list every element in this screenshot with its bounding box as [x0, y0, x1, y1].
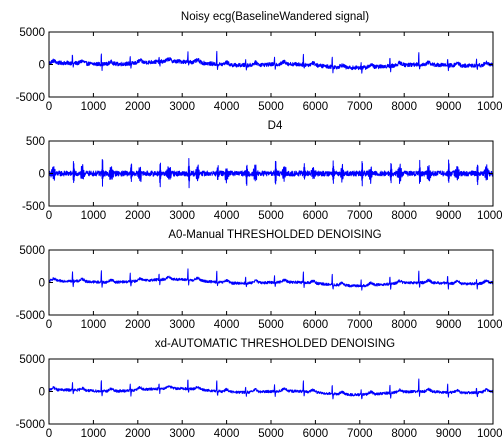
y-tick-label: 0 [39, 60, 45, 72]
x-tick-label: 4000 [214, 428, 240, 440]
x-tick-label: 3000 [169, 101, 195, 113]
ecg-series-line [49, 158, 493, 189]
x-tick-label: 1000 [81, 101, 107, 113]
x-tick-label: 7000 [347, 210, 373, 222]
x-tick-label: 0 [46, 319, 52, 331]
x-tick-label: 1000 [81, 210, 107, 222]
y-tick-label: -500 [22, 201, 45, 213]
y-tick-label: 0 [39, 387, 45, 399]
x-tick-label: 1000 [81, 428, 107, 440]
x-tick-label: 6000 [303, 428, 329, 440]
y-tick-label: -5000 [16, 310, 45, 322]
y-tick-label: -5000 [16, 419, 45, 431]
x-tick-label: 8000 [391, 210, 417, 222]
y-tick-label: 5000 [19, 27, 45, 39]
x-tick-label: 9000 [436, 428, 462, 440]
subplot-title: A0-Manual THRESHOLDED DENOISING [168, 229, 381, 241]
x-tick-label: 6000 [303, 210, 329, 222]
x-tick-label: 0 [46, 428, 52, 440]
x-tick-label: 9000 [436, 101, 462, 113]
x-tick-label: 6000 [303, 101, 329, 113]
subplot-title: xd-AUTOMATIC THRESHOLDED DENOISING [155, 338, 395, 350]
x-tick-label: 6000 [303, 319, 329, 331]
x-tick-label: 4000 [214, 101, 240, 113]
x-tick-label: 5000 [258, 319, 284, 331]
x-tick-label: 8000 [391, 101, 417, 113]
x-tick-label: 10000 [477, 210, 502, 222]
x-tick-label: 7000 [347, 319, 373, 331]
subplot-manual-denoising: A0-Manual THRESHOLDED DENOISING 0 1000 200… [16, 229, 502, 331]
x-tick-label: 7000 [347, 428, 373, 440]
subplot-title: D4 [268, 120, 283, 132]
x-tick-label: 3000 [169, 319, 195, 331]
x-tick-label: 8000 [391, 319, 417, 331]
x-tick-label: 2000 [125, 319, 151, 331]
subplot-title: Noisy ecg(BaselineWandered signal) [181, 11, 369, 23]
x-tick-label: 1000 [81, 319, 107, 331]
ecg-series-line [49, 50, 493, 74]
x-tick-label: 5000 [258, 210, 284, 222]
x-tick-label: 10000 [477, 319, 502, 331]
x-tick-label: 5000 [258, 428, 284, 440]
x-tick-label: 2000 [125, 210, 151, 222]
x-tick-label: 3000 [169, 210, 195, 222]
x-tick-label: 4000 [214, 319, 240, 331]
x-tick-label: 10000 [477, 428, 502, 440]
x-tick-label: 7000 [347, 101, 373, 113]
y-tick-label: -5000 [16, 92, 45, 104]
x-tick-label: 0 [46, 101, 52, 113]
ecg-series-line [49, 378, 493, 400]
y-tick-label: 0 [39, 278, 45, 290]
subplot-automatic-denoising: xd-AUTOMATIC THRESHOLDED DENOISING 0 1000… [16, 338, 502, 440]
x-tick-label: 3000 [169, 428, 195, 440]
x-tick-label: 4000 [214, 210, 240, 222]
x-tick-label: 2000 [125, 101, 151, 113]
x-tick-label: 9000 [436, 210, 462, 222]
x-tick-label: 2000 [125, 428, 151, 440]
ecg-series-line [49, 268, 493, 291]
x-tick-label: 10000 [477, 101, 502, 113]
subplot-d4: D4 0 1000 2000 3000 4000 5000 6000 7000 8000 9000… [22, 120, 502, 222]
x-tick-label: 9000 [436, 319, 462, 331]
y-tick-label: 5000 [19, 245, 45, 257]
x-tick-label: 0 [46, 210, 52, 222]
x-tick-label: 5000 [258, 101, 284, 113]
subplot-noisy-ecg: Noisy ecg(BaselineWandered signal) 0 1000… [16, 11, 502, 113]
y-tick-label: 0 [39, 169, 45, 181]
y-tick-label: 500 [26, 136, 45, 148]
y-tick-label: 5000 [19, 354, 45, 366]
x-tick-label: 8000 [391, 428, 417, 440]
